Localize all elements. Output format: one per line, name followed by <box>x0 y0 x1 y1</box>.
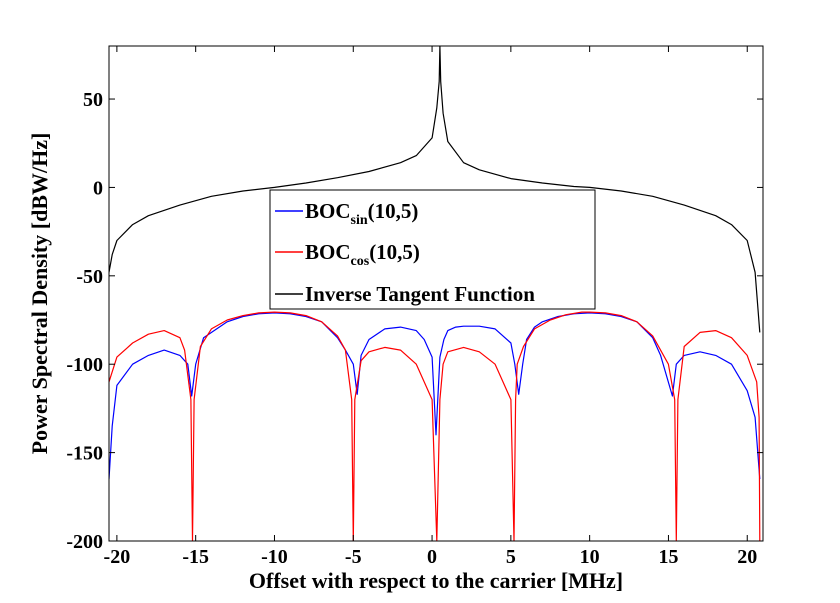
legend: BOCsin(10,5) BOCcos(10,5) Inverse Tangent … <box>269 189 596 310</box>
x-tick-label: 15 <box>658 546 678 568</box>
x-tick-label: -5 <box>345 546 362 568</box>
y-tick-label: 0 <box>93 177 103 199</box>
x-tick-label: 20 <box>737 546 757 568</box>
x-tick-label: 0 <box>427 546 437 568</box>
series-line-2 <box>109 46 761 333</box>
legend-entry-2: Inverse Tangent Function <box>305 282 535 306</box>
series-line-1 <box>109 311 761 541</box>
y-tick-label: 50 <box>83 89 103 111</box>
series-lines <box>109 46 761 541</box>
y-tick-label: -100 <box>66 354 103 376</box>
x-axis-label: Offset with respect to the carrier [MHz] <box>249 568 623 593</box>
y-tick-label: -200 <box>66 531 103 553</box>
plot-frame <box>108 45 764 542</box>
x-tick-label: -20 <box>104 546 131 568</box>
x-tick-label: 5 <box>506 546 516 568</box>
legend-entry-0: BOCsin(10,5) <box>305 199 418 228</box>
series-line-0 <box>109 312 761 480</box>
y-axis-label: Power Spectral Density [dBW/Hz] <box>27 133 52 455</box>
y-tick-label: -150 <box>66 443 103 465</box>
legend-box <box>269 189 596 310</box>
x-tick-label: 10 <box>580 546 600 568</box>
y-tick-label: -50 <box>76 266 103 288</box>
x-tick-label: -15 <box>182 546 209 568</box>
x-tick-label: -10 <box>261 546 288 568</box>
legend-entry-1: BOCcos(10,5) <box>305 240 420 269</box>
